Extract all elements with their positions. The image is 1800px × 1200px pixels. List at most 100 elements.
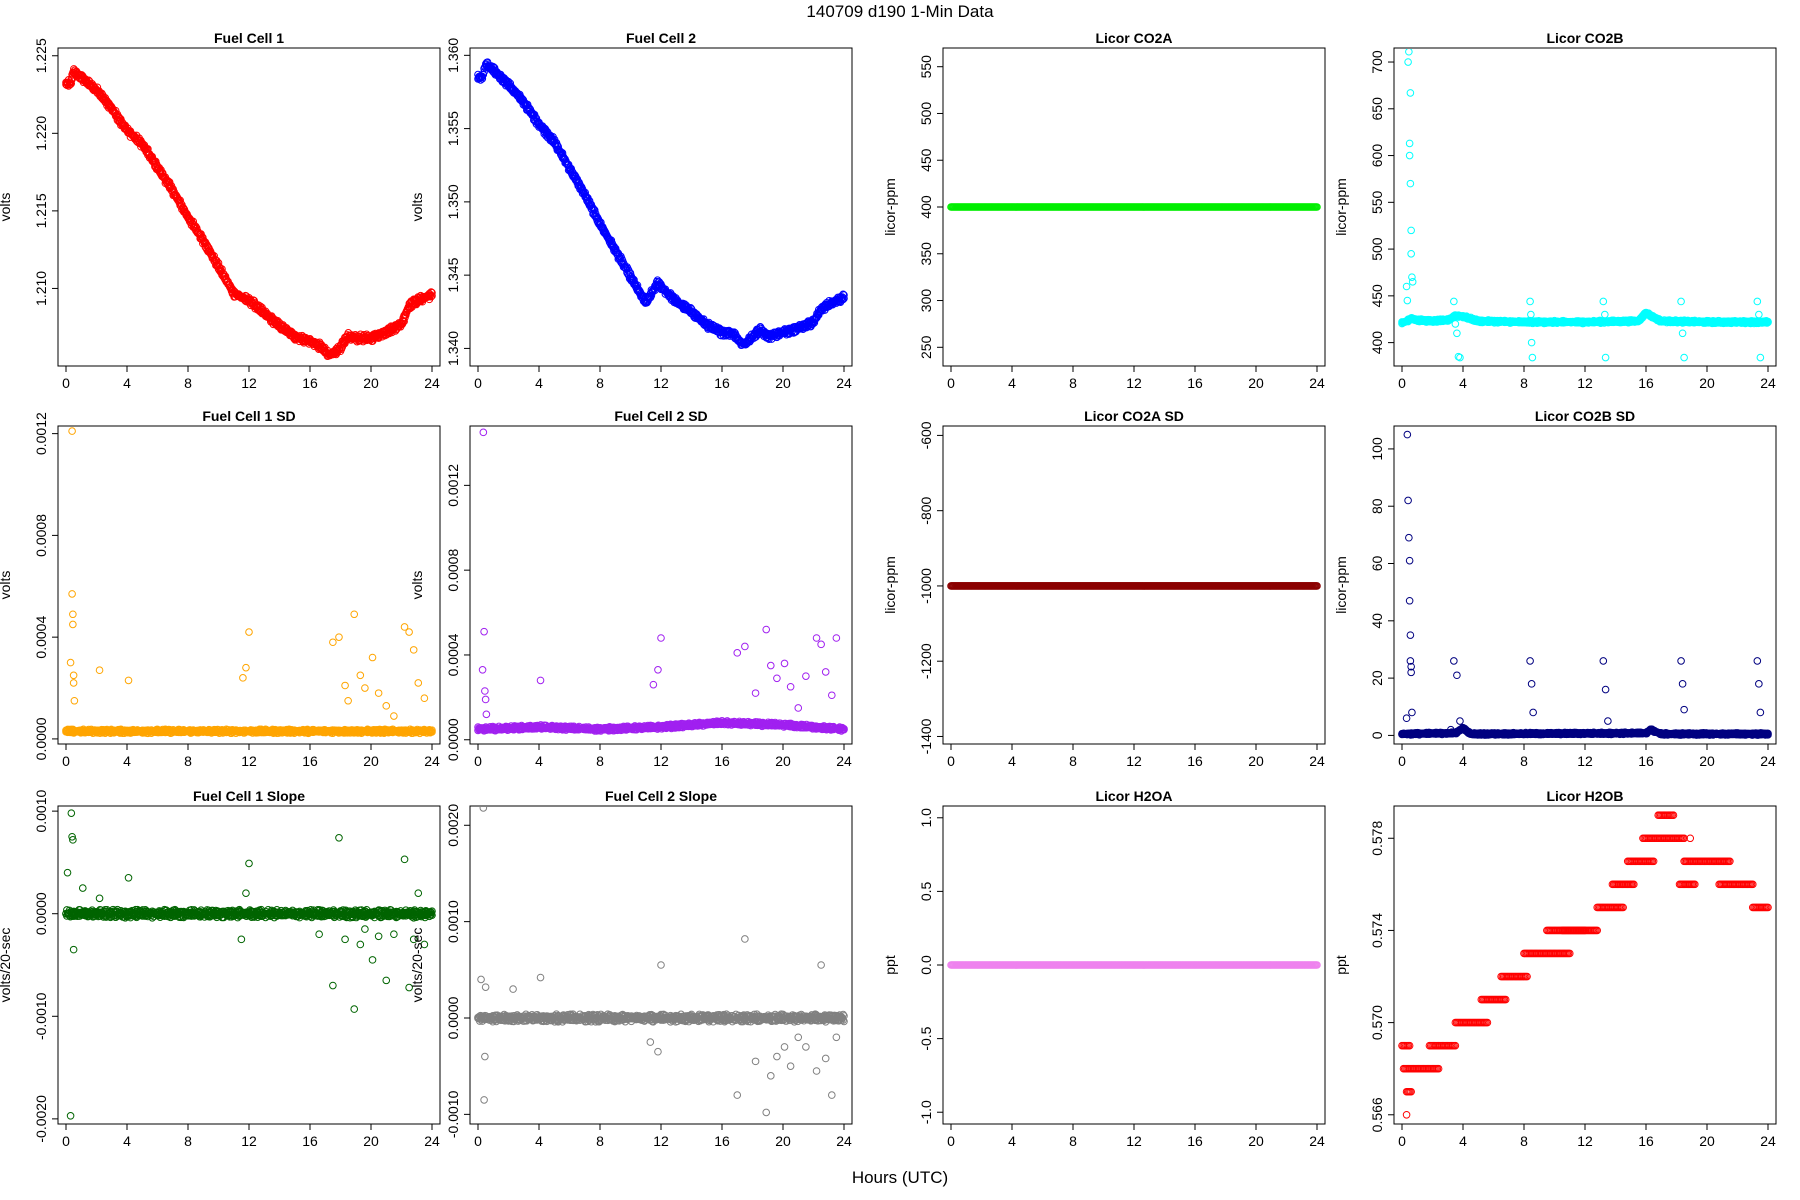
data-point: [374, 689, 383, 697]
data-point: [839, 290, 847, 299]
x-tick-label: 4: [1008, 375, 1016, 391]
data-point: [817, 640, 825, 649]
data-point: [553, 141, 562, 149]
data-point: [427, 292, 435, 301]
data-point: [156, 166, 164, 175]
x-tick-label: 4: [535, 375, 543, 391]
y-tick-label: -1200: [918, 643, 934, 679]
y-tick-label: 0.0004: [445, 633, 461, 676]
y-tick-label: 1.210: [33, 271, 49, 306]
x-tick-label: 8: [596, 753, 604, 769]
data-layer: [474, 428, 848, 735]
data-point: [158, 169, 167, 177]
data-point: [67, 79, 76, 88]
y-tick-label: 1.345: [445, 257, 461, 292]
data-point: [480, 627, 488, 636]
data-point: [390, 712, 398, 720]
x-tick-label: 24: [424, 753, 440, 769]
data-point: [135, 134, 143, 143]
y-tick-label: 500: [918, 102, 934, 126]
x-tick-label: 20: [363, 375, 379, 391]
data-point: [630, 276, 638, 284]
data-point: [565, 163, 574, 172]
x-tick-label: 12: [1126, 375, 1142, 391]
data-point: [242, 663, 250, 672]
data-point: [1527, 338, 1536, 347]
data-point: [751, 689, 760, 697]
x-tick-label: 8: [1520, 375, 1528, 391]
data-point: [481, 695, 490, 704]
y-tick-label: 0.0012: [33, 412, 49, 455]
plot-frame: [57, 47, 441, 367]
data-point: [245, 628, 253, 636]
y-axis-label: volts: [0, 571, 13, 600]
x-tick-label: 20: [775, 375, 791, 391]
data-point: [835, 726, 844, 734]
data-point: [1601, 310, 1609, 319]
data-point: [68, 427, 76, 435]
data-point: [66, 80, 75, 89]
x-tick-label: 20: [1248, 375, 1264, 391]
y-tick-label: -600: [918, 421, 934, 449]
data-point: [341, 681, 349, 690]
data-point: [115, 113, 123, 122]
data-point: [840, 725, 848, 733]
x-tick-label: 24: [1309, 375, 1325, 391]
y-axis-label: volts: [409, 571, 425, 600]
data-point: [69, 620, 77, 629]
data-point: [1678, 329, 1687, 338]
y-tick-label: 250: [918, 335, 934, 359]
data-point: [214, 259, 223, 267]
data-point: [1601, 353, 1610, 362]
x-tick-label: 8: [1069, 753, 1077, 769]
data-point: [218, 265, 226, 273]
data-point: [69, 671, 78, 680]
y-tick-label: 1.220: [33, 116, 49, 151]
x-tick-label: 8: [596, 375, 604, 391]
y-tick-label: -800: [918, 496, 934, 524]
panel-title: Licor CO2A: [1095, 30, 1172, 46]
data-point: [655, 278, 664, 286]
data-point: [780, 659, 789, 668]
data-point: [1528, 353, 1537, 362]
x-tick-label: 12: [241, 375, 257, 391]
data-point: [832, 634, 841, 642]
data-layer: [1398, 49, 1772, 362]
data-layer: [947, 582, 1321, 590]
y-tick-label: 1.225: [33, 38, 49, 73]
data-point: [350, 610, 359, 619]
data-point: [536, 676, 545, 685]
data-point: [839, 295, 847, 304]
data-point: [1313, 203, 1321, 211]
x-tick-label: 16: [714, 753, 730, 769]
data-point: [478, 666, 487, 674]
y-axis-label: licor-ppm: [882, 556, 898, 614]
plot-frame: [469, 425, 853, 745]
x-tick-label: 24: [1309, 753, 1325, 769]
y-tick-label: -1000: [918, 568, 934, 604]
data-point: [95, 666, 104, 675]
data-point: [414, 679, 423, 687]
y-tick-label: 1.340: [445, 331, 461, 366]
data-point: [409, 646, 418, 654]
data-point: [741, 642, 749, 651]
panel-title: Fuel Cell 1: [214, 30, 284, 46]
x-tick-label: 16: [714, 375, 730, 391]
data-point: [1756, 353, 1765, 362]
data-point: [405, 628, 413, 636]
panel-title: Fuel Cell 2: [626, 30, 696, 46]
x-tick-label: 16: [1187, 753, 1203, 769]
y-tick-label: 650: [1369, 97, 1385, 121]
y-tick-label: 700: [1369, 50, 1385, 74]
x-tick-label: 24: [424, 375, 440, 391]
x-tick-label: 4: [123, 753, 131, 769]
data-point: [69, 610, 77, 619]
data-point: [428, 728, 436, 736]
data-point: [786, 682, 795, 691]
data-point: [479, 428, 488, 437]
data-point: [597, 218, 605, 227]
data-point: [400, 623, 409, 631]
y-axis-label: licor-ppm: [1333, 178, 1349, 236]
plot-frame: [469, 47, 853, 367]
